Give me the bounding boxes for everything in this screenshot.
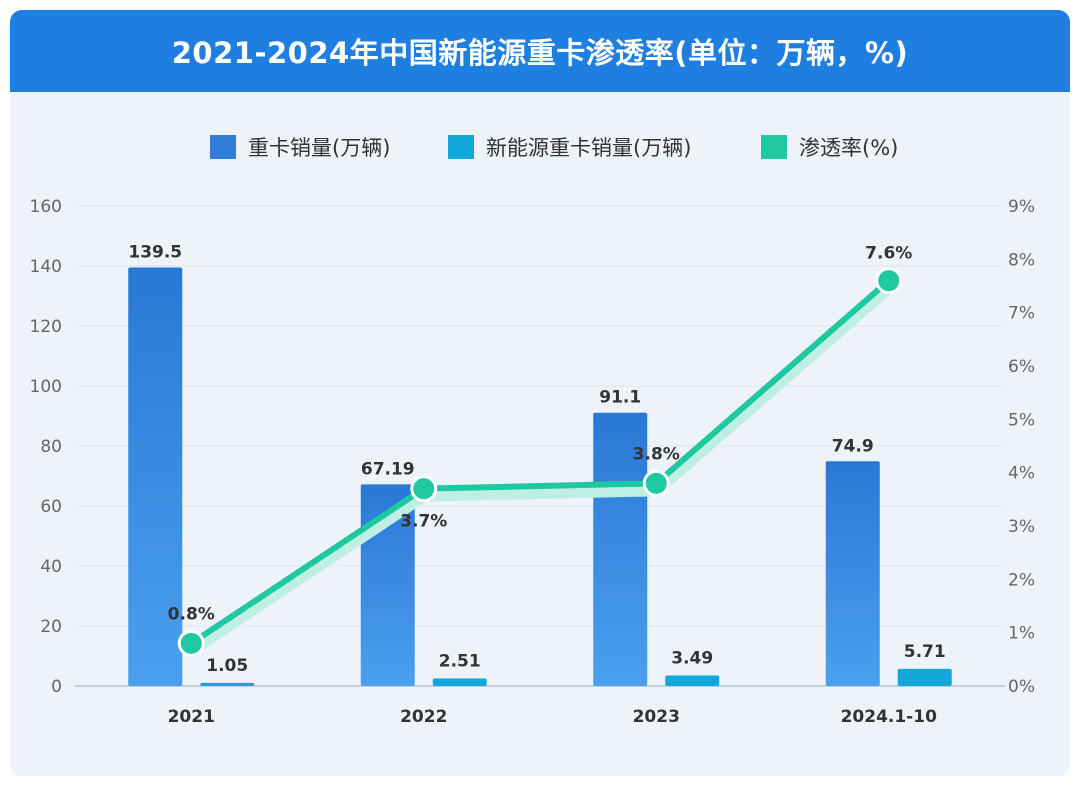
- line-point-penetration-rate: [875, 267, 903, 295]
- legend-label: 重卡销量(万辆): [248, 136, 390, 160]
- legend-label: 渗透率(%): [799, 136, 898, 160]
- right-axis-tick: 8%: [1008, 250, 1035, 270]
- right-axis-tick: 2%: [1008, 570, 1035, 590]
- bar-heavy-truck-sales: [128, 267, 183, 686]
- left-axis-tick: 140: [30, 257, 62, 277]
- right-axis-tick: 4%: [1008, 464, 1035, 484]
- chart-title: 2021-2024年中国新能源重卡渗透率(单位：万辆，%): [171, 36, 909, 70]
- line-point-penetration-rate: [177, 629, 205, 657]
- bar-label-nev-truck-sales: 1.05: [206, 656, 248, 676]
- legend-swatch: [761, 135, 787, 159]
- line-label-penetration-rate: 0.8%: [168, 604, 215, 624]
- line-shadow: [184, 279, 896, 657]
- right-axis-tick: 9%: [1008, 197, 1035, 217]
- left-axis-tick: 40: [40, 557, 62, 577]
- bar-label-heavy-truck-sales: 91.1: [599, 388, 641, 408]
- bar-label-nev-truck-sales: 3.49: [671, 649, 713, 669]
- right-axis-tick: 6%: [1008, 357, 1035, 377]
- x-axis-tick: 2021: [168, 707, 215, 727]
- x-axis-tick: 2024.1-10: [841, 707, 937, 727]
- line-point-penetration-rate: [642, 469, 670, 497]
- bar-label-heavy-truck-sales: 67.19: [361, 459, 415, 479]
- bar-nev-truck-sales: [432, 678, 487, 686]
- bar-nev-truck-sales: [665, 675, 720, 686]
- bar-nev-truck-sales: [897, 668, 952, 686]
- right-axis-tick: 0%: [1008, 677, 1035, 697]
- left-axis-tick: 0: [51, 677, 62, 697]
- line-point-penetration-rate: [410, 475, 438, 503]
- right-axis-tick: 3%: [1008, 517, 1035, 537]
- bar-label-heavy-truck-sales: 74.9: [832, 436, 874, 456]
- left-axis-tick: 100: [30, 377, 62, 397]
- right-axis-tick: 7%: [1008, 304, 1035, 324]
- line-label-penetration-rate: 3.7%: [400, 512, 447, 532]
- x-axis-tick: 2022: [400, 707, 447, 727]
- bar-nev-truck-sales: [200, 682, 255, 686]
- x-axis-tick: 2023: [633, 707, 680, 727]
- line-label-penetration-rate: 7.6%: [865, 244, 912, 264]
- bar-label-nev-truck-sales: 2.51: [439, 651, 481, 671]
- chart-header: 2021-2024年中国新能源重卡渗透率(单位：万辆，%): [10, 10, 1070, 92]
- left-axis-tick: 60: [40, 497, 62, 517]
- bar-heavy-truck-sales: [825, 461, 880, 686]
- left-axis-tick: 20: [40, 617, 62, 637]
- legend-label: 新能源重卡销量(万辆): [486, 136, 691, 160]
- line-label-penetration-rate: 3.8%: [633, 444, 680, 464]
- line-penetration-rate: [188, 277, 892, 647]
- legend-swatch: [210, 135, 236, 159]
- right-axis-tick: 1%: [1008, 624, 1035, 644]
- left-axis-tick: 80: [40, 437, 62, 457]
- right-axis-tick: 5%: [1008, 410, 1035, 430]
- left-axis-tick: 160: [30, 197, 62, 217]
- legend-swatch: [448, 135, 474, 159]
- bar-label-heavy-truck-sales: 139.5: [128, 243, 182, 263]
- bar-label-nev-truck-sales: 5.71: [904, 642, 946, 662]
- left-axis-tick: 120: [30, 317, 62, 337]
